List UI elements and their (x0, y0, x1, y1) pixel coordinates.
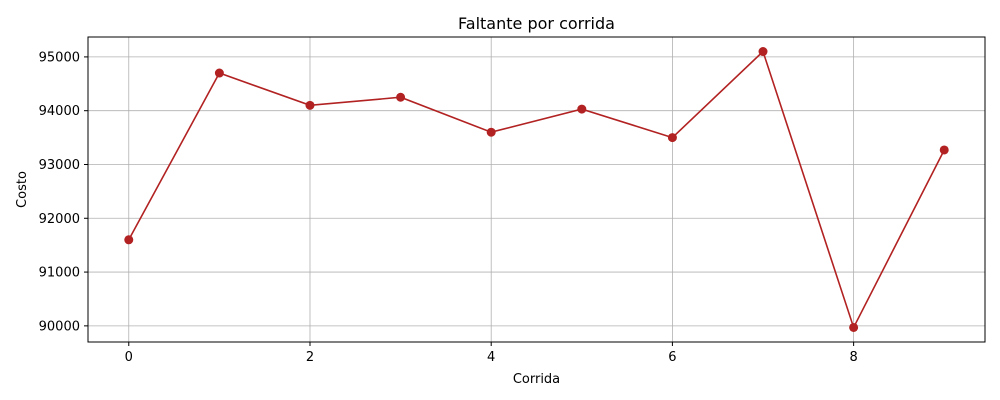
x-tick-label: 8 (849, 350, 857, 365)
chart-title: Faltante por corrida (458, 14, 615, 33)
series (124, 47, 949, 332)
axis-ticks: 0 2 4 6 8 90000 91000 92000 93000 94000 95000 (39, 50, 858, 365)
y-tick-label: 94000 (39, 104, 80, 119)
series-line (128, 50, 945, 330)
y-axis-title: Costo (15, 171, 30, 208)
grid (88, 37, 985, 342)
data-point (305, 100, 315, 110)
data-point (667, 133, 677, 143)
data-point (577, 104, 587, 114)
data-point (124, 235, 134, 245)
x-tick-label: 2 (306, 350, 314, 365)
y-tick-label: 90000 (39, 319, 80, 334)
data-point (396, 92, 406, 102)
data-point (758, 47, 768, 57)
data-point (486, 127, 496, 137)
data-point (214, 68, 224, 78)
y-tick-label: 93000 (39, 158, 80, 173)
x-tick-label: 4 (487, 350, 495, 365)
x-tick-label: 6 (668, 350, 676, 365)
x-axis-title: Corrida (513, 372, 560, 387)
plot-frame (87, 36, 986, 343)
y-tick-label: 92000 (39, 212, 80, 227)
x-tick-label: 0 (125, 350, 133, 365)
data-point (849, 322, 859, 332)
y-tick-label: 95000 (39, 50, 80, 65)
data-point (939, 145, 949, 155)
y-tick-label: 91000 (39, 266, 80, 281)
